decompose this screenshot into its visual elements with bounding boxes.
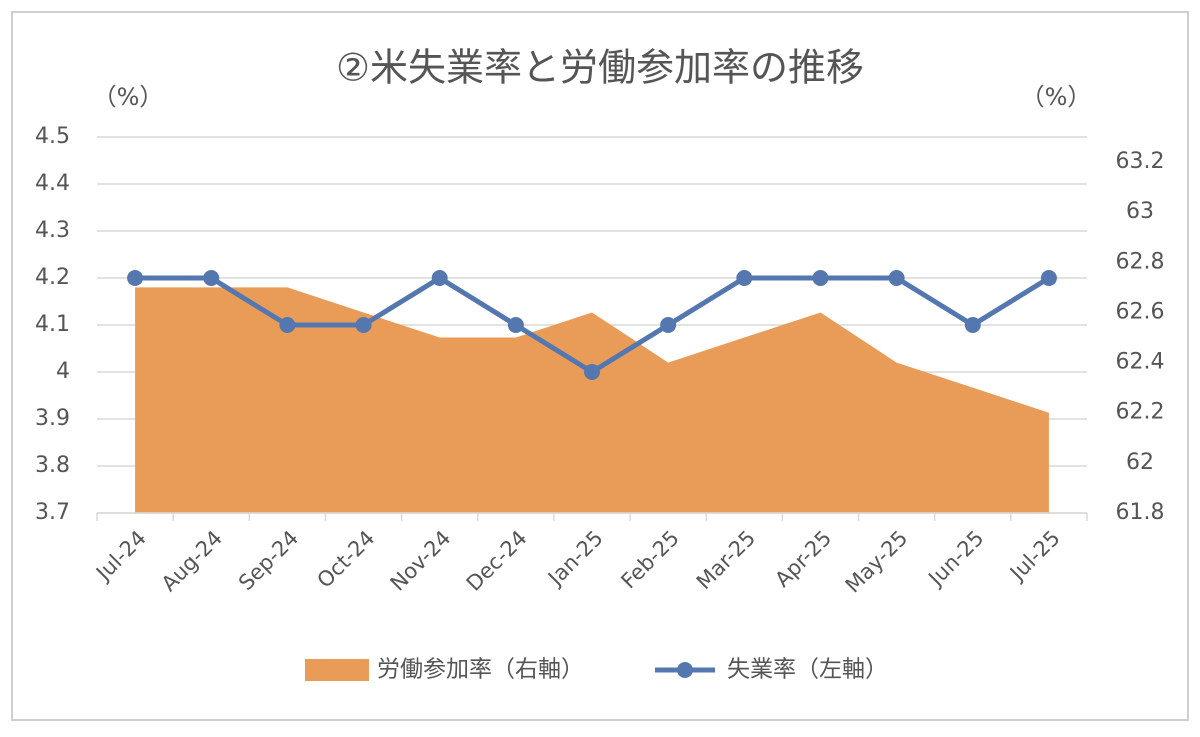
y-tick-label: 3.9 (35, 406, 70, 431)
point (507, 317, 524, 333)
area (135, 287, 1049, 513)
legend-swatch (677, 662, 693, 678)
point (1040, 270, 1057, 286)
point (660, 317, 677, 333)
point (431, 270, 448, 286)
y2-axis-label: （%） (1021, 83, 1092, 111)
y2-tick-label: 63.2 (1116, 149, 1165, 174)
point (736, 270, 753, 286)
y2-tick-label: 62.4 (1116, 350, 1165, 375)
point (203, 270, 220, 286)
y-tick-label: 4.4 (35, 171, 70, 196)
point (964, 317, 981, 333)
y-tick-label: 4.2 (35, 265, 70, 290)
point (279, 317, 296, 333)
y-tick-label: 4.3 (35, 218, 70, 243)
y-tick-label: 4 (56, 359, 70, 384)
legend-label: 失業率（左軸） (727, 657, 888, 683)
point (812, 270, 829, 286)
y2-tick-label: 62.6 (1116, 299, 1165, 324)
point (127, 270, 144, 286)
chart-title: ②米失業率と労働参加率の推移 (336, 46, 864, 90)
y2-tick-label: 61.8 (1116, 500, 1165, 525)
legend-label: 労働参加率（右軸） (377, 657, 584, 683)
point (888, 270, 905, 286)
y-tick-label: 4.5 (35, 124, 70, 149)
y-tick-label: 3.8 (35, 453, 70, 478)
point (584, 364, 600, 380)
y2-tick-label: 62.8 (1116, 249, 1165, 274)
y2-tick-label: 63 (1126, 199, 1154, 224)
y-tick-label: 4.1 (35, 312, 70, 337)
legend-swatch (305, 659, 369, 681)
y2-tick-label: 62.2 (1116, 400, 1165, 425)
y-axis-label: （%） (93, 83, 164, 111)
point (355, 317, 372, 333)
y-tick-label: 3.7 (35, 500, 70, 525)
y2-tick-label: 62 (1126, 450, 1154, 475)
